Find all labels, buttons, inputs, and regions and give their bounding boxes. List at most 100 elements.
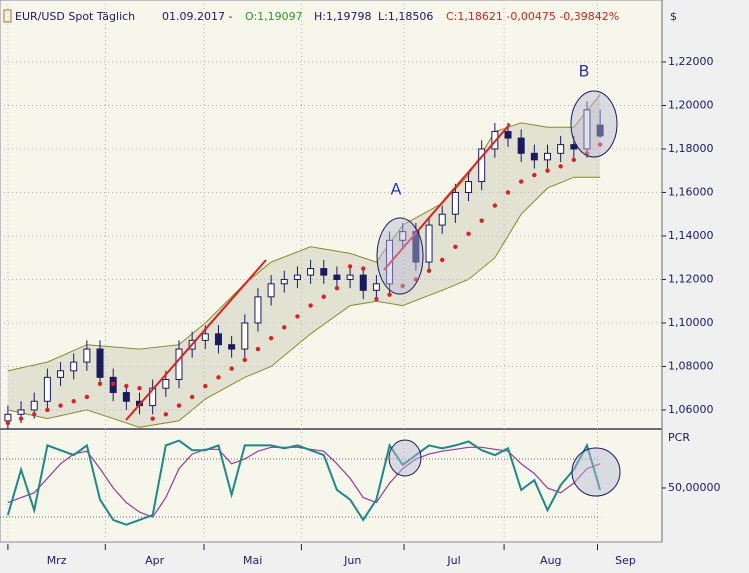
annotation-label: A bbox=[391, 180, 402, 199]
x-tick-label: Mai bbox=[243, 554, 262, 567]
sar-dot bbox=[32, 412, 37, 417]
candle-body bbox=[530, 152, 538, 161]
sar-dot bbox=[361, 266, 366, 271]
candle-body bbox=[122, 392, 130, 402]
candle-body bbox=[4, 413, 12, 422]
header-symbol: EUR/USD Spot Täglich bbox=[15, 10, 135, 23]
candle-body bbox=[214, 333, 222, 346]
sar-dot bbox=[18, 416, 24, 421]
candle-body bbox=[478, 148, 486, 183]
band-lower bbox=[7, 176, 601, 428]
y-tick-label: 1,06000 bbox=[668, 403, 714, 416]
header-date: 01.09.2017 - bbox=[162, 10, 232, 23]
candle-body bbox=[372, 283, 380, 291]
candle-body bbox=[543, 152, 551, 161]
sar-dot bbox=[400, 283, 405, 289]
y-tick-label: 1,22000 bbox=[668, 55, 714, 68]
sar-dot bbox=[532, 172, 537, 178]
x-tick-label: Sep bbox=[615, 554, 636, 567]
sar-dot bbox=[5, 420, 11, 426]
highlight-ellipse bbox=[571, 447, 621, 497]
trend-line bbox=[125, 259, 267, 421]
x-tick-label: Jul bbox=[446, 554, 460, 567]
sar-dot bbox=[545, 168, 550, 173]
y-tick-label: 1,10000 bbox=[668, 316, 714, 329]
sar-dot bbox=[189, 394, 195, 400]
y-tick-label: 1,20000 bbox=[668, 98, 714, 111]
candle-body bbox=[465, 181, 473, 193]
sar-dot bbox=[176, 403, 182, 408]
sar-dot bbox=[374, 296, 379, 302]
mark-layer bbox=[4, 101, 604, 526]
y-unit: $ bbox=[670, 10, 677, 23]
sar-dot bbox=[426, 268, 432, 273]
sar-dot bbox=[413, 277, 419, 282]
candle-body bbox=[438, 213, 446, 226]
sar-dot bbox=[124, 383, 129, 389]
sar-dot bbox=[255, 346, 261, 352]
header-open: O:1,19097 bbox=[245, 10, 303, 23]
grid-layer bbox=[0, 0, 662, 540]
sar-dot bbox=[45, 407, 50, 413]
candle-body bbox=[504, 131, 512, 139]
candle-body bbox=[451, 191, 459, 215]
candle-body bbox=[201, 333, 209, 341]
sar-dot bbox=[295, 314, 300, 319]
sar-dot bbox=[492, 203, 498, 208]
y-tick-label: 1,12000 bbox=[668, 272, 714, 285]
candle-body bbox=[583, 109, 591, 150]
sar-dot bbox=[479, 218, 484, 223]
trend-line bbox=[383, 123, 511, 271]
sar-dot bbox=[203, 383, 208, 389]
candle-body bbox=[280, 278, 288, 285]
symbol-icon bbox=[3, 9, 12, 23]
candle-body bbox=[175, 348, 183, 381]
candle-body bbox=[267, 283, 275, 298]
x-tick-label: Mrz bbox=[47, 554, 67, 567]
candle-body bbox=[425, 224, 433, 263]
candle-body bbox=[557, 144, 565, 154]
x-tick-label: Aug bbox=[540, 554, 561, 567]
sar-dot bbox=[229, 366, 234, 371]
candle-body bbox=[228, 344, 236, 350]
sar-dot bbox=[268, 335, 274, 341]
sar-dot bbox=[110, 381, 116, 387]
sar-dot bbox=[137, 386, 142, 391]
candle-body bbox=[57, 370, 65, 378]
candle-body bbox=[293, 274, 301, 280]
candle-body bbox=[333, 274, 341, 280]
sar-dot bbox=[347, 264, 353, 269]
candle-body bbox=[346, 274, 354, 280]
band-upper bbox=[7, 94, 601, 372]
sar-dot bbox=[150, 416, 155, 421]
sar-dot bbox=[387, 292, 392, 297]
candle-body bbox=[517, 137, 525, 154]
highlight-ellipse bbox=[376, 217, 424, 295]
candle-body bbox=[399, 231, 407, 241]
candle-body bbox=[596, 124, 604, 137]
sar-dot bbox=[163, 412, 169, 417]
sar-dot bbox=[308, 303, 313, 308]
candle-body bbox=[254, 296, 262, 324]
header-low: L:1,18506 bbox=[378, 10, 433, 23]
candle-body bbox=[17, 409, 25, 415]
sar-dot bbox=[84, 394, 90, 400]
sar-dot bbox=[71, 399, 76, 404]
highlight-ellipse bbox=[388, 439, 422, 477]
sar-dot bbox=[242, 357, 247, 363]
header-high: H:1,19798 bbox=[314, 10, 371, 23]
sar-dot bbox=[321, 294, 326, 300]
y-tick-label: 50,00000 bbox=[668, 481, 721, 494]
candle-body bbox=[320, 268, 328, 276]
candle-body bbox=[96, 348, 104, 378]
highlight-ellipse bbox=[570, 90, 618, 158]
candle-body bbox=[307, 268, 315, 276]
sar-dot bbox=[571, 157, 577, 163]
sar-dot bbox=[440, 257, 445, 263]
sar-dot bbox=[518, 179, 524, 184]
sar-dot bbox=[282, 325, 287, 330]
y-tick-label: 1,14000 bbox=[668, 229, 714, 242]
y-tick-label: 1,16000 bbox=[668, 185, 714, 198]
sar-dot bbox=[334, 285, 340, 291]
